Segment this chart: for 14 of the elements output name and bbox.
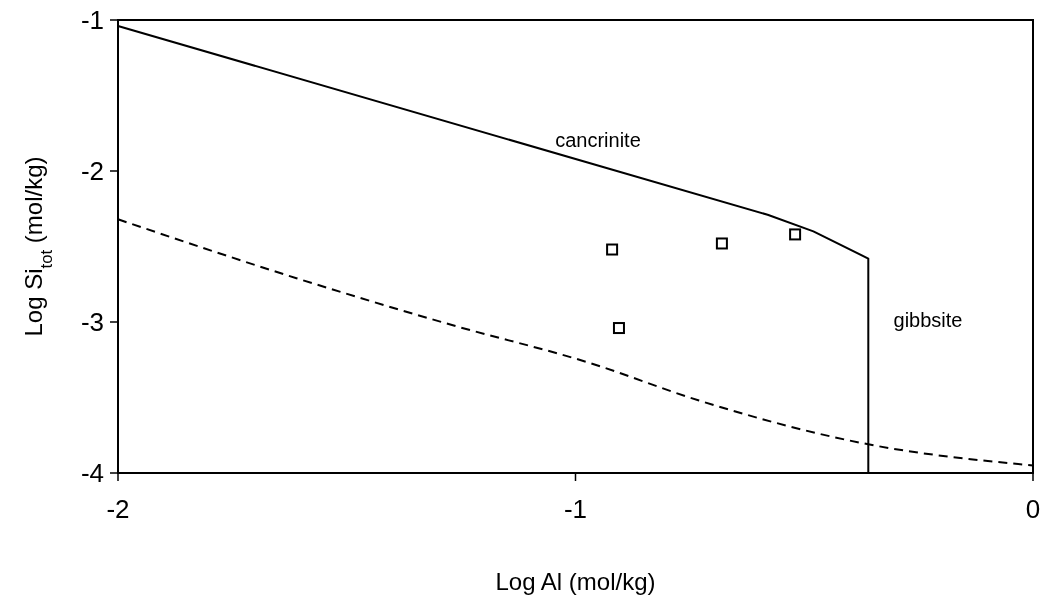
x-tick-label: -2	[106, 494, 130, 524]
y-tick-label: -4	[80, 458, 104, 488]
x-tick-label: -1	[563, 494, 588, 524]
y-tick-label: -1	[80, 5, 104, 35]
y-tick-label: -3	[80, 307, 104, 337]
point	[789, 228, 802, 241]
x-axis-title: Log Al (mol/kg)	[495, 568, 656, 595]
point	[715, 237, 728, 250]
annotation: cancrinite	[555, 129, 641, 151]
annotation: gibbsite	[893, 309, 963, 331]
x-tick-label: 0	[1025, 494, 1041, 524]
point	[606, 243, 619, 256]
point	[612, 322, 625, 335]
y-tick-label: -2	[80, 156, 104, 186]
